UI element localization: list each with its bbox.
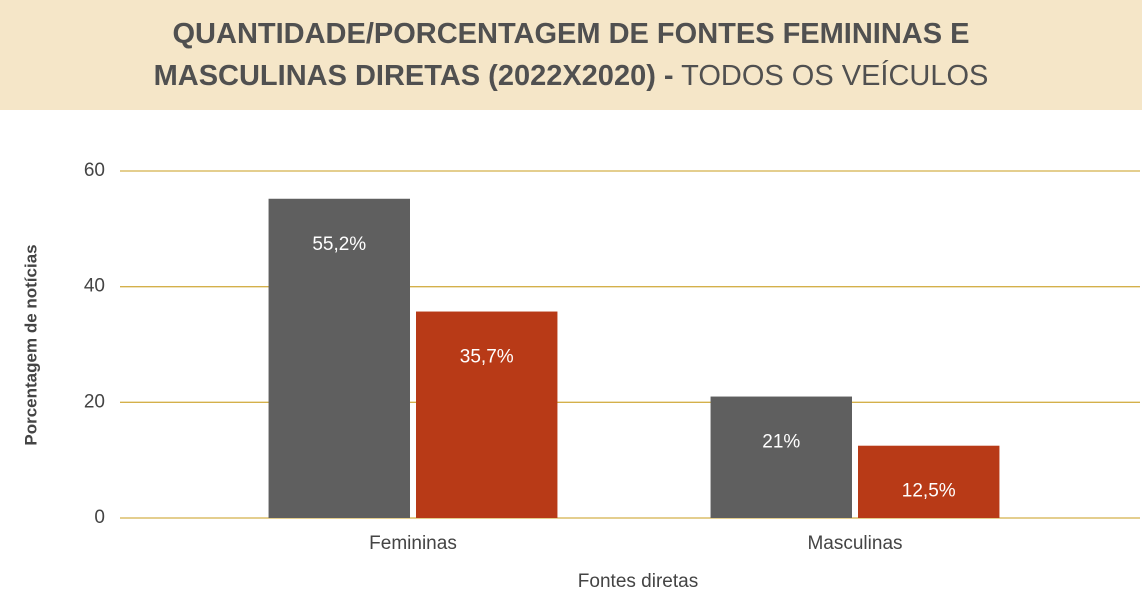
bar (416, 311, 558, 518)
title-banner: QUANTIDADE/PORCENTAGEM DE FONTES FEMININ… (0, 0, 1142, 110)
value-label: 12,5% (902, 481, 956, 502)
bar (858, 445, 1000, 518)
value-label: 35,7% (460, 347, 514, 368)
y-tick-label: 40 (84, 276, 105, 297)
y-tick-label: 0 (94, 507, 105, 528)
bar (710, 396, 852, 518)
y-axis-label: Porcentagem de notícias (21, 244, 40, 445)
value-label: 55,2% (312, 234, 366, 255)
x-axis-label: Fontes diretas (578, 571, 698, 592)
title-rest: TODOS OS VEÍCULOS (681, 60, 989, 92)
bar (268, 198, 410, 518)
chart-title: QUANTIDADE/PORCENTAGEM DE FONTES FEMININ… (91, 13, 1051, 97)
x-tick-label: Masculinas (807, 533, 902, 554)
title-bold: QUANTIDADE/PORCENTAGEM DE FONTES FEMININ… (153, 18, 970, 92)
x-tick-label: Femininas (369, 533, 457, 554)
value-label: 21% (762, 432, 800, 453)
y-tick-label: 20 (84, 391, 105, 412)
y-tick-label: 60 (84, 160, 105, 181)
